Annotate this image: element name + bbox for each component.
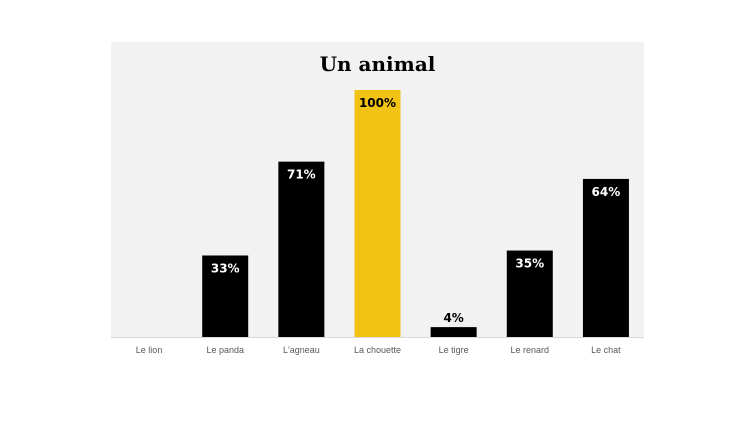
data-label-le-chat: 64% [592, 185, 621, 199]
data-label-l-agneau: 71% [287, 168, 316, 182]
data-label-le-tigre: 4% [443, 311, 463, 325]
bar-la-chouette [354, 90, 401, 337]
bar-le-panda [202, 255, 249, 337]
x-tick-label-la-chouette: La chouette [354, 345, 401, 355]
bar-le-chat [582, 178, 629, 337]
chart-title: Un animal [319, 52, 436, 76]
bar-le-renard [506, 250, 553, 337]
x-tick-label-le-panda: Le panda [206, 345, 244, 355]
x-tick-label-le-lion: Le lion [136, 345, 163, 355]
bar-l-agneau [278, 161, 325, 337]
x-tick-label-le-tigre: Le tigre [439, 345, 469, 355]
data-label-le-panda: 33% [211, 261, 240, 275]
x-tick-label-le-renard: Le renard [511, 345, 550, 355]
x-tick-label-le-chat: Le chat [591, 345, 621, 355]
data-label-le-renard: 35% [515, 257, 544, 271]
bar-le-tigre [430, 327, 477, 337]
data-label-la-chouette: 100% [359, 96, 396, 110]
x-tick-label-l-agneau: L'agneau [283, 345, 320, 355]
